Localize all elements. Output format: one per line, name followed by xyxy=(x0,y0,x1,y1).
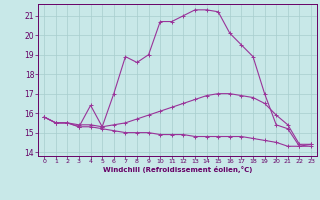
X-axis label: Windchill (Refroidissement éolien,°C): Windchill (Refroidissement éolien,°C) xyxy=(103,166,252,173)
